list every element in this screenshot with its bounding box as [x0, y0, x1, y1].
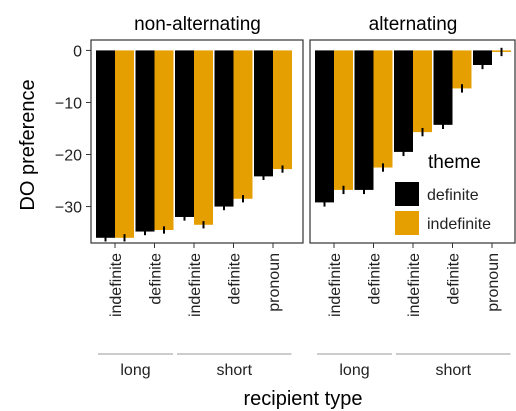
legend-title: theme	[428, 152, 481, 173]
bar-definite	[135, 50, 155, 232]
bar-definite	[214, 50, 234, 207]
x-tick-label: definite	[446, 253, 463, 305]
group-label: short	[435, 362, 471, 379]
bar-indefinite	[413, 50, 432, 133]
x-tick-label: indefinite	[327, 253, 344, 317]
bar-indefinite	[452, 50, 472, 89]
bar-definite	[433, 50, 453, 125]
bar-definite	[96, 50, 115, 238]
group-label: short	[216, 362, 252, 379]
bar-indefinite	[154, 50, 174, 230]
facet-strip-label: alternating	[369, 14, 458, 35]
bar-definite	[354, 50, 374, 190]
y-tick-label: −20	[55, 148, 82, 165]
x-tick-label: definite	[148, 253, 165, 305]
x-tick-label: indefinite	[108, 253, 125, 317]
bar-definite	[254, 50, 273, 177]
bar-indefinite	[334, 50, 353, 190]
x-tick-label: pronoun	[266, 253, 283, 312]
bar-indefinite	[194, 50, 213, 225]
x-tick-label: indefinite	[187, 253, 204, 317]
x-tick-label: pronoun	[485, 253, 502, 312]
bar-definite	[394, 50, 413, 152]
bar-definite	[175, 50, 194, 217]
y-axis-title: DO preference	[17, 79, 39, 210]
x-axis-title: recipient type	[244, 388, 363, 410]
bar-definite	[315, 50, 334, 203]
facet-strip-label: non-alternating	[134, 14, 261, 35]
x-tick-label: definite	[227, 253, 244, 305]
panel-border	[90, 39, 304, 244]
group-label: long	[120, 362, 150, 379]
y-tick-label: −10	[55, 95, 82, 112]
bar-indefinite	[373, 50, 393, 168]
bar-definite	[473, 50, 492, 65]
x-tick-label: indefinite	[406, 253, 423, 317]
legend-key-definite	[395, 182, 419, 206]
legend-entry-label: indefinite	[427, 216, 491, 233]
bar-indefinite	[233, 50, 253, 199]
group-label: long	[339, 362, 369, 379]
legend-entry-label: definite	[427, 187, 479, 204]
bar-indefinite	[273, 50, 292, 170]
y-tick-label: −30	[55, 200, 82, 217]
x-tick-label: definite	[367, 253, 384, 305]
legend-key-indefinite	[395, 211, 419, 235]
y-tick-label: 0	[73, 43, 82, 60]
bar-indefinite	[115, 50, 134, 238]
panel-border	[309, 39, 516, 244]
